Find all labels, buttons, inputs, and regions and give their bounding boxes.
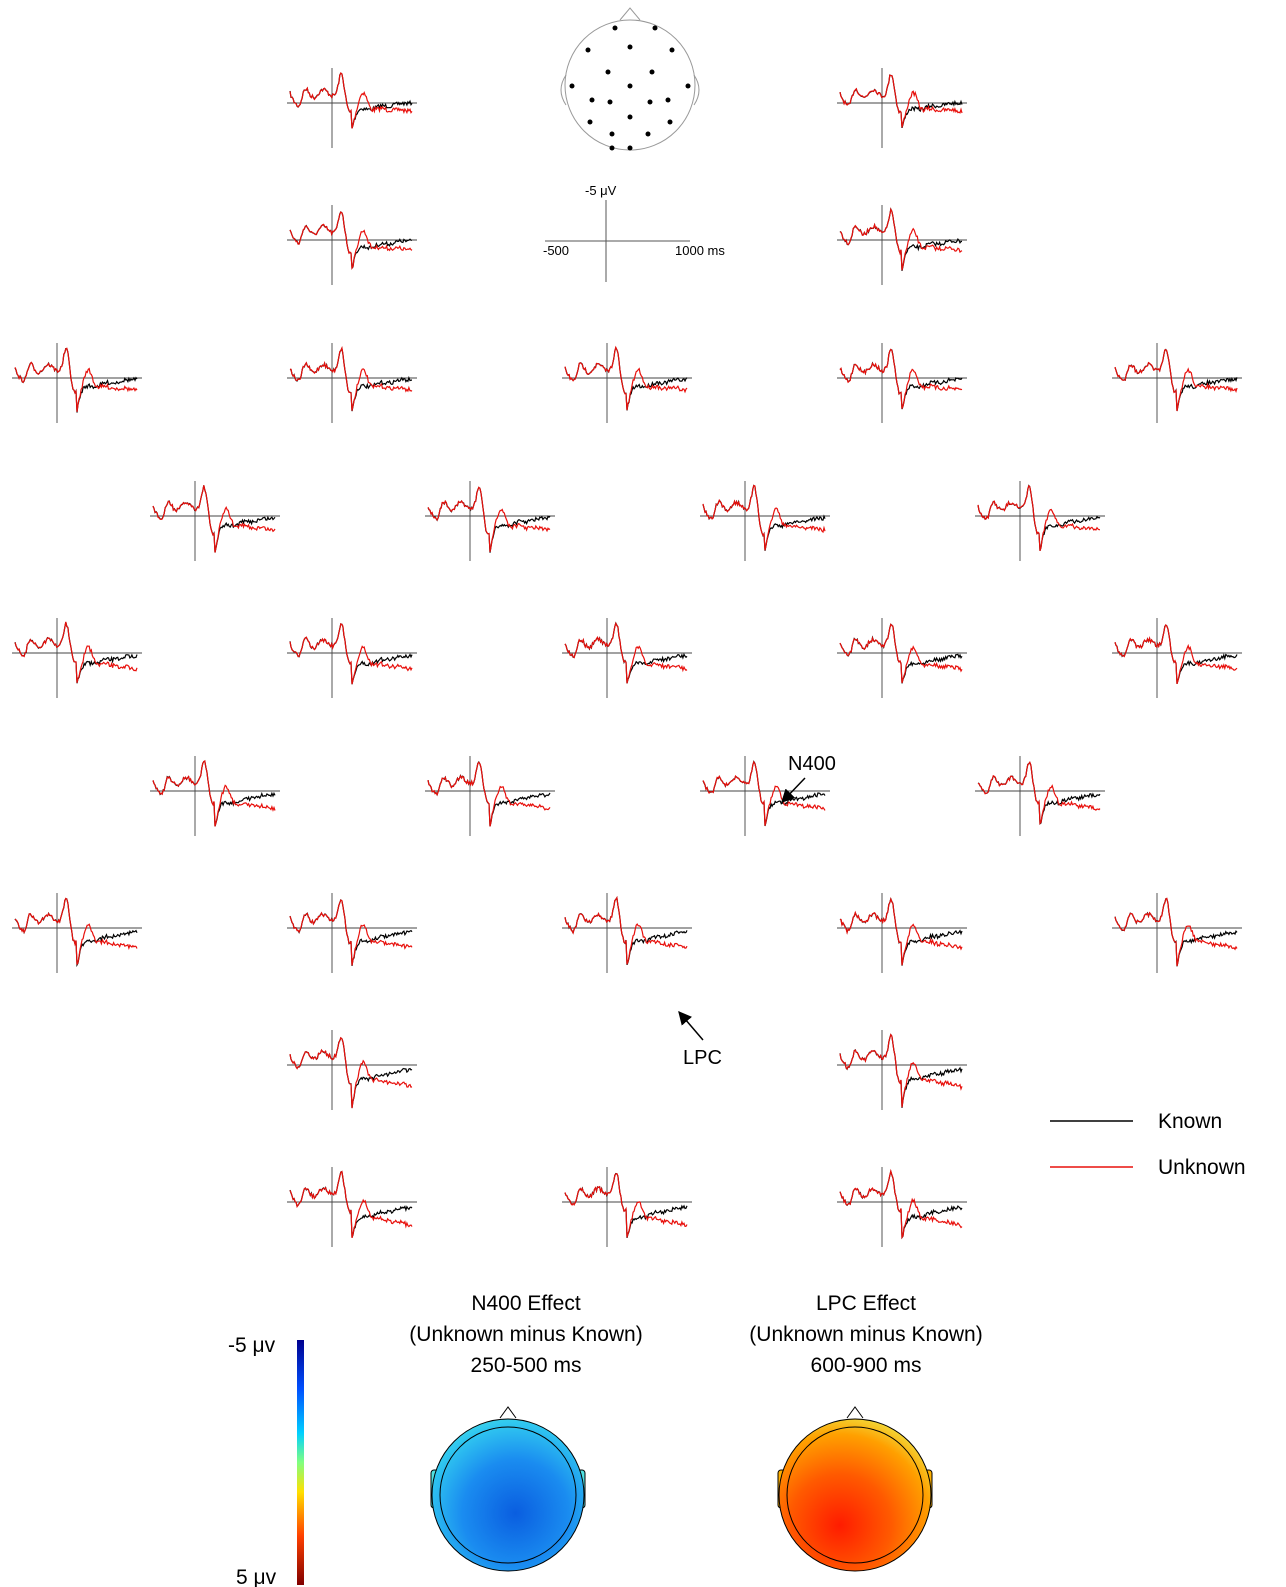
erp-wave [840, 1172, 962, 1238]
legend-label: Known [1158, 1110, 1222, 1133]
topomap-titles: N400 Effect (Unknown minus Known) 250-500 … [409, 1292, 982, 1377]
topomap [778, 1407, 932, 1571]
erp-wave [290, 348, 412, 411]
electrode-dot [666, 98, 671, 103]
erp-wave [153, 761, 275, 827]
erp-wave [290, 1172, 412, 1238]
electrode-dot [670, 48, 675, 53]
scale-x-end: 1000 ms [675, 243, 725, 258]
erp-wave [840, 1035, 962, 1108]
electrode-dot [613, 26, 618, 31]
erp-wave [290, 73, 412, 128]
scale: -5 μV -500 1000 ms [543, 183, 725, 282]
erp-wave [1115, 350, 1237, 411]
erp-wave [15, 899, 137, 965]
electrode-dot [570, 84, 575, 89]
electrode-dot [668, 120, 673, 125]
electrode-dot [650, 70, 655, 75]
erp-wave [978, 486, 1100, 551]
erp-wave [565, 1174, 687, 1238]
topomap-title: (Unknown minus Known) [749, 1323, 982, 1346]
electrode-dot [653, 26, 658, 31]
colorbar-bottom: 5 μv [236, 1566, 277, 1587]
topomap-title: N400 Effect [471, 1292, 581, 1315]
electrode-dot [606, 70, 611, 75]
topomap-title: LPC Effect [816, 1292, 916, 1315]
erp-wave [153, 761, 275, 826]
electrode-dot [610, 132, 615, 137]
erp-wave [15, 898, 137, 964]
electrode-dot [628, 84, 633, 89]
erp-wave [978, 762, 1100, 823]
electrode-dot [646, 132, 651, 137]
erp-wave [840, 624, 962, 683]
erp-wave [840, 1171, 962, 1237]
erp-wave [840, 899, 962, 965]
erp-wave [565, 1174, 687, 1238]
erp-wave [15, 348, 137, 412]
colorbar-top: -5 μv [228, 1334, 276, 1357]
electrode-dot [588, 120, 593, 125]
scale-x-start: -500 [543, 243, 569, 258]
annotation-n400: N400 [788, 753, 836, 775]
topomap [431, 1407, 585, 1571]
electrode-dot [628, 115, 633, 120]
electrode-dot [648, 100, 653, 105]
topomap-title: 600-900 ms [811, 1354, 922, 1377]
erp-wave [428, 762, 550, 826]
erp-wave [565, 898, 687, 965]
erp-wave [290, 900, 412, 965]
topomap-title: 250-500 ms [471, 1354, 582, 1377]
electrode-dot [628, 45, 633, 50]
electrodes [570, 26, 691, 151]
erp-wave [290, 624, 412, 684]
waveforms [12, 68, 1242, 1247]
erp-wave [15, 622, 137, 683]
erp-wave [153, 485, 275, 552]
erp-wave [1115, 625, 1237, 684]
figure: -5 μV -500 1000 ms N400 LPC Known Unknown… [0, 0, 1286, 1587]
erp-wave [840, 75, 962, 127]
electrode-dot [610, 146, 615, 151]
erp-wave [565, 898, 687, 964]
erp-wave [1115, 898, 1237, 966]
annotation-lpc: LPC [683, 1047, 722, 1069]
arrow [679, 1012, 703, 1040]
colorbar [297, 1340, 304, 1585]
electrode-dot [608, 100, 613, 105]
erp-wave [290, 900, 412, 966]
electrode-dot [590, 98, 595, 103]
topomap-title: (Unknown minus Known) [409, 1323, 642, 1346]
legend: Known Unknown [1050, 1110, 1246, 1179]
legend-label: Unknown [1158, 1156, 1246, 1179]
electrode-dot [686, 84, 691, 89]
erp-wave [840, 349, 962, 408]
scale-y-label: -5 μV [585, 183, 617, 198]
electrode-head [561, 8, 699, 150]
electrode-dot [628, 146, 633, 151]
electrode-dot [586, 48, 591, 53]
erp-wave [703, 486, 825, 551]
erp-wave [290, 1172, 412, 1238]
